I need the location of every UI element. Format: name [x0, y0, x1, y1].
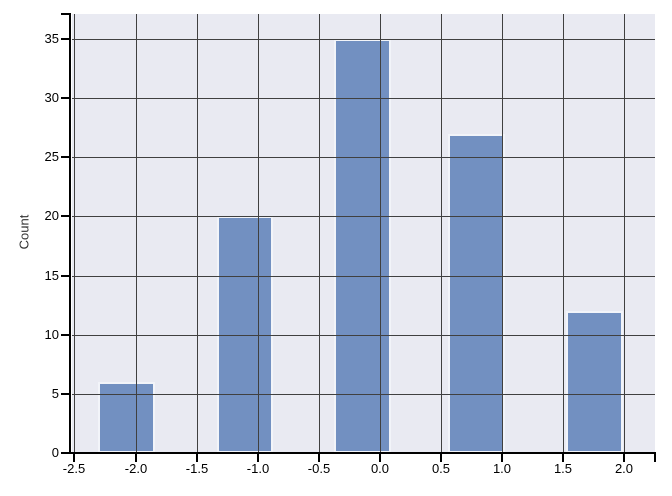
y-tick — [61, 156, 69, 158]
v-gridline — [563, 14, 564, 453]
v-gridline — [319, 14, 320, 453]
x-tick-label: 1.5 — [553, 461, 573, 476]
y-tick-label: 25 — [44, 149, 59, 164]
v-gridline — [624, 14, 625, 453]
x-tick — [562, 454, 564, 462]
h-gridline — [72, 394, 655, 395]
y-tick — [61, 97, 69, 99]
x-tick — [440, 454, 442, 462]
x-tick-label: -2.0 — [124, 461, 148, 476]
x-tick — [501, 454, 503, 462]
v-gridline — [136, 14, 137, 453]
y-tick-label: 30 — [44, 90, 59, 105]
y-tick — [61, 334, 69, 336]
y-axis-title: Count — [16, 214, 32, 250]
y-tick-label: 15 — [44, 268, 59, 283]
y-tick — [61, 275, 69, 277]
x-tick — [379, 454, 381, 462]
h-gridline — [72, 216, 655, 217]
y-tick — [61, 393, 69, 395]
histogram-bar — [566, 311, 623, 453]
histogram-bar — [448, 134, 505, 453]
x-tick — [196, 454, 198, 462]
h-gridline — [72, 157, 655, 158]
x-tick-label: -1.0 — [246, 461, 270, 476]
x-tick — [623, 454, 625, 462]
x-tick-label: -2.5 — [62, 461, 86, 476]
histogram-bar — [334, 39, 391, 453]
y-axis-end-tick — [61, 13, 69, 15]
h-gridline — [72, 98, 655, 99]
x-tick — [135, 454, 137, 462]
x-tick-label: -1.5 — [185, 461, 209, 476]
y-tick — [61, 452, 69, 454]
x-tick-label: 2.0 — [614, 461, 634, 476]
v-gridline — [74, 14, 75, 453]
x-tick — [257, 454, 259, 462]
x-axis-line — [69, 452, 656, 454]
y-tick — [61, 215, 69, 217]
x-tick — [318, 454, 320, 462]
x-tick-label: 0.5 — [431, 461, 451, 476]
h-gridline — [72, 276, 655, 277]
v-gridline — [258, 14, 259, 453]
y-tick — [61, 38, 69, 40]
x-tick-label: 0.0 — [370, 461, 390, 476]
v-gridline — [441, 14, 442, 453]
y-axis-line — [69, 13, 71, 454]
x-axis-end-tick — [654, 454, 656, 462]
x-tick-label: -0.5 — [307, 461, 331, 476]
histogram-bar — [98, 382, 155, 453]
y-tick-label: 20 — [44, 208, 59, 223]
v-gridline — [197, 14, 198, 453]
v-gridline — [380, 14, 381, 453]
x-tick-label: 1.0 — [492, 461, 512, 476]
y-tick-label: 10 — [44, 327, 59, 342]
y-tick-label: 0 — [51, 445, 59, 460]
y-tick-label: 35 — [44, 31, 59, 46]
v-gridline — [502, 14, 503, 453]
y-tick-label: 5 — [51, 386, 59, 401]
h-gridline — [72, 335, 655, 336]
h-gridline — [72, 39, 655, 40]
x-tick — [73, 454, 75, 462]
